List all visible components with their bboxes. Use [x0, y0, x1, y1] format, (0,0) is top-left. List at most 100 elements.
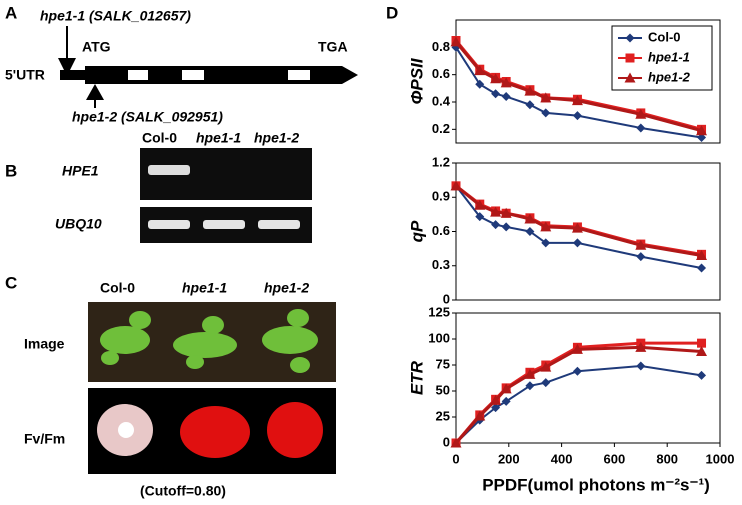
marker [475, 79, 485, 89]
panel-letter: A [5, 3, 17, 22]
marker [635, 108, 647, 119]
panel-letter: B [5, 161, 17, 180]
marker [501, 396, 511, 406]
stop-codon: TGA [318, 39, 348, 55]
y-tick-label: 0 [443, 434, 450, 449]
intron [128, 70, 148, 80]
marker [474, 410, 486, 421]
y-axis-title: ΦPSII [407, 57, 426, 104]
marker [450, 36, 462, 47]
band [258, 220, 300, 229]
insertion-arrow-head [86, 84, 104, 100]
y-tick-label: 25 [436, 408, 450, 423]
marker [635, 341, 647, 352]
marker [635, 239, 647, 250]
y-tick-label: 0.4 [432, 93, 451, 108]
marker [540, 361, 552, 372]
utr-bar [60, 70, 85, 80]
marker [696, 345, 708, 356]
row-label: Image [24, 336, 65, 352]
allele-label: hpe1-1 (SALK_012657) [40, 8, 191, 24]
marker [525, 381, 535, 391]
marker [501, 92, 511, 102]
marker [571, 95, 583, 106]
column-label: hpe1-1 [182, 280, 227, 296]
utr-label: 5'UTR [5, 67, 45, 83]
intron [288, 70, 310, 80]
marker [636, 252, 646, 262]
legend-marker [625, 53, 635, 63]
x-tick-label: 800 [656, 451, 678, 466]
legend-label: hpe1-2 [648, 69, 691, 84]
y-tick-label: 125 [428, 304, 450, 319]
plot-frame [455, 19, 721, 144]
marker [697, 338, 707, 348]
y-axis-title: qP [407, 220, 426, 242]
panel-letter: C [5, 273, 17, 292]
lane-label: hpe1-1 [196, 130, 241, 146]
legend-label: hpe1-1 [648, 49, 690, 64]
x-tick-label: 400 [551, 451, 573, 466]
marker [524, 213, 536, 224]
marker [636, 361, 646, 371]
legend-label: Col-0 [648, 29, 681, 44]
marker [696, 125, 708, 136]
x-tick-label: 0 [452, 451, 459, 466]
marker [490, 394, 502, 405]
x-axis-title: PPDF(umol photons m⁻²s⁻¹) [482, 475, 710, 494]
marker [525, 227, 535, 236]
y-tick-label: 0.3 [432, 257, 450, 272]
marker [572, 366, 582, 376]
band [148, 165, 190, 175]
marker [541, 378, 551, 388]
plot-frame [455, 312, 721, 444]
marker [474, 65, 486, 76]
marker [500, 383, 512, 394]
marker [571, 222, 583, 233]
gene-bar [85, 66, 358, 84]
y-tick-label: 0.6 [432, 66, 450, 81]
y-axis-title: ETR [407, 360, 426, 395]
start-codon: ATG [82, 39, 111, 55]
marker [490, 206, 502, 217]
legend-marker [624, 72, 636, 83]
marker [491, 220, 501, 230]
marker [540, 221, 552, 232]
panel-letter: D [386, 3, 398, 22]
marker [572, 111, 582, 121]
marker [524, 85, 536, 96]
column-label: Col-0 [100, 280, 135, 296]
gene-label: HPE1 [62, 163, 99, 179]
x-tick-label: 200 [498, 451, 520, 466]
allele-label: hpe1-2 (SALK_092951) [72, 109, 223, 125]
legend-marker [625, 33, 635, 43]
marker [636, 123, 646, 133]
row-label: Fv/Fm [24, 431, 65, 447]
marker [541, 108, 551, 118]
marker [501, 222, 511, 232]
y-tick-label: 75 [436, 356, 450, 371]
marker [490, 73, 502, 84]
y-tick-label: 0 [443, 291, 450, 306]
lane-label: hpe1-2 [254, 130, 299, 146]
marker [541, 238, 551, 248]
marker [491, 403, 501, 413]
plants [100, 309, 318, 373]
marker [571, 343, 583, 354]
marker [475, 212, 485, 222]
marker [450, 180, 462, 191]
marker [500, 77, 512, 88]
marker [525, 100, 535, 110]
insertion-arrow-head [58, 58, 76, 76]
marker [697, 133, 707, 143]
y-tick-label: 0.9 [432, 189, 450, 204]
x-tick-label: 600 [604, 451, 626, 466]
series-line [454, 341, 702, 444]
y-tick-label: 0.2 [432, 121, 450, 136]
y-tick-label: 100 [428, 330, 450, 345]
marker [572, 238, 582, 248]
band [148, 220, 190, 229]
y-tick-label: 50 [436, 382, 450, 397]
marker [696, 249, 708, 260]
